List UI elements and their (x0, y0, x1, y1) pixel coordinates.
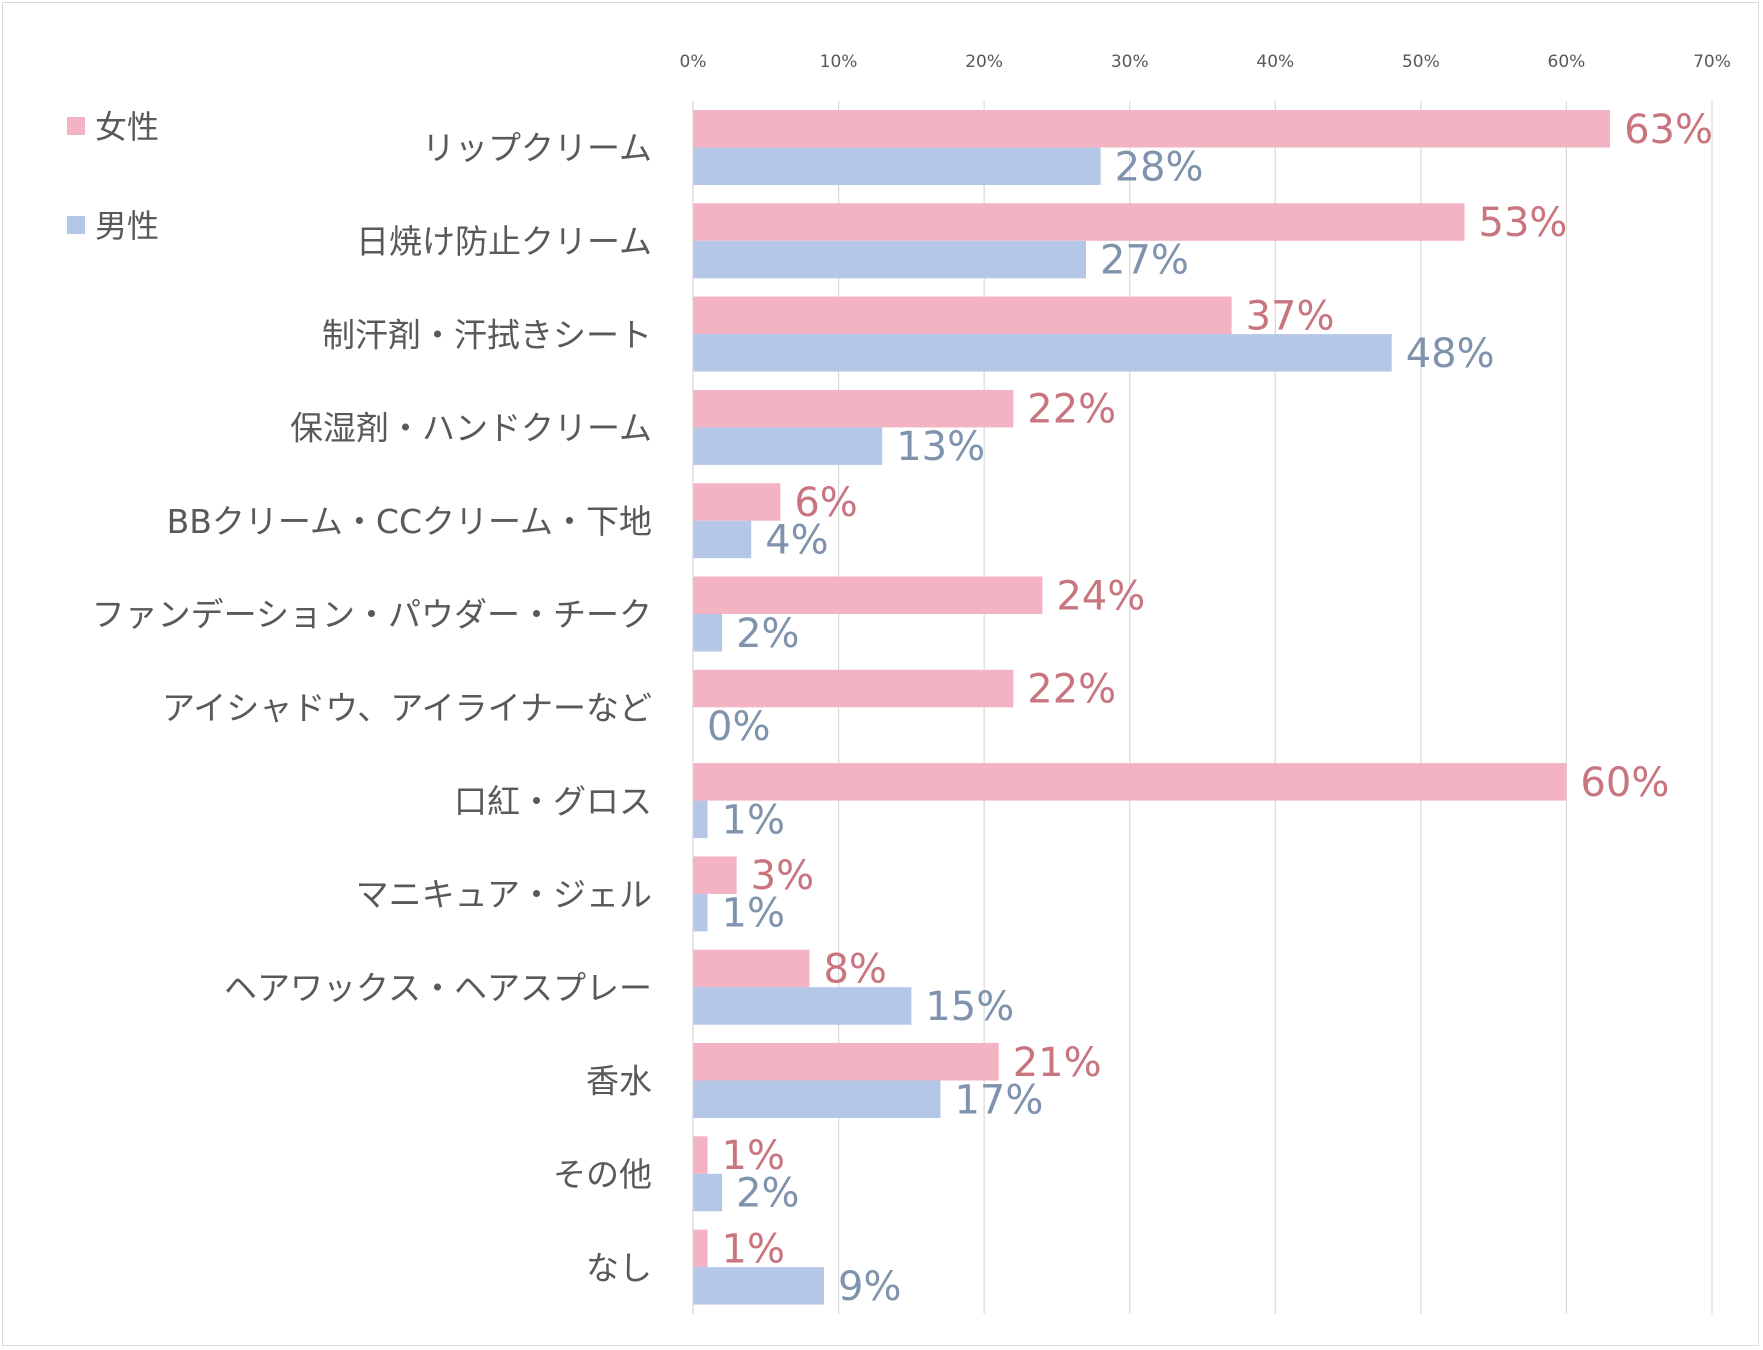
data-label: 13% (896, 424, 985, 470)
category-label: ヘアワックス・ヘアスプレー (224, 968, 652, 1007)
bar-male (693, 1080, 941, 1118)
x-tick-label: 60% (1548, 52, 1586, 72)
bar-male (693, 1267, 825, 1305)
bar-female (693, 763, 1567, 801)
bar-male (693, 893, 708, 932)
data-label: 3% (751, 853, 814, 899)
bar-female (693, 1043, 999, 1081)
legend-label: 男性 (95, 207, 159, 245)
legend-swatch (67, 117, 85, 135)
data-label: 48% (1406, 331, 1495, 377)
category-label: 保湿剤・ハンドクリーム (290, 409, 652, 448)
data-label: 1% (722, 1133, 785, 1179)
bar-female (693, 110, 1611, 148)
bar-female (693, 1229, 708, 1268)
category-label: ファンデーション・パウダー・チーク (92, 595, 652, 634)
bar-female (693, 483, 781, 521)
data-label: 4% (765, 517, 828, 563)
category-label: その他 (553, 1155, 652, 1194)
x-tick-label: 40% (1256, 52, 1294, 72)
bar-female (693, 856, 737, 894)
category-label: リップクリーム (422, 129, 652, 168)
category-label: BBクリーム・CCクリーム・下地 (167, 502, 652, 541)
data-label: 53% (1479, 200, 1568, 246)
x-tick-label: 30% (1111, 52, 1149, 72)
data-label: 1% (722, 1226, 785, 1272)
data-label: 17% (954, 1077, 1043, 1123)
data-label: 1% (722, 797, 785, 843)
category-label: マニキュア・ジェル (356, 875, 652, 914)
data-label: 8% (823, 946, 886, 992)
bar-male (693, 427, 883, 465)
bar-male (693, 987, 912, 1025)
category-label: 香水 (586, 1062, 652, 1101)
bar-female (693, 576, 1043, 614)
bar-male (693, 334, 1392, 372)
category-label: アイシャドウ、アイライナーなど (162, 688, 652, 727)
bar-male (693, 800, 708, 839)
legend-label: 女性 (95, 108, 159, 146)
bar-male (693, 147, 1101, 185)
data-label: 60% (1580, 760, 1669, 806)
bar-male (693, 520, 752, 559)
data-label: 27% (1100, 238, 1189, 284)
bar-male (693, 240, 1087, 279)
data-label: 22% (1027, 667, 1116, 713)
bar-female (693, 669, 1014, 708)
data-label: 6% (794, 480, 857, 526)
data-label: 1% (722, 891, 785, 937)
category-label: 日焼け防止クリーム (356, 222, 652, 261)
category-label: 制汗剤・汗拭きシート (322, 315, 652, 354)
x-tick-label: 70% (1693, 52, 1731, 72)
bar-male (693, 1173, 723, 1212)
data-label: 22% (1027, 387, 1116, 433)
data-label: 37% (1246, 293, 1335, 339)
data-label: 15% (925, 984, 1014, 1030)
x-tick-label: 0% (680, 52, 707, 72)
data-label: 0% (707, 704, 770, 750)
data-label: 2% (736, 1171, 799, 1217)
data-label: 9% (838, 1264, 901, 1310)
category-label: 口紅・グロス (454, 782, 652, 821)
bar-female (693, 203, 1465, 241)
bar-female (693, 949, 810, 988)
category-label: なし (586, 1248, 652, 1287)
bar-male (693, 614, 723, 652)
bar-female (693, 389, 1014, 428)
bar-female (693, 296, 1232, 335)
data-label: 24% (1056, 573, 1145, 619)
data-label: 21% (1013, 1040, 1102, 1086)
x-tick-label: 10% (820, 52, 858, 72)
x-tick-label: 20% (965, 52, 1003, 72)
data-label: 63% (1624, 107, 1713, 153)
legend-swatch (67, 216, 85, 234)
data-label: 28% (1115, 144, 1204, 190)
bar-female (693, 1136, 708, 1174)
x-tick-label: 50% (1402, 52, 1440, 72)
data-label: 2% (736, 611, 799, 657)
